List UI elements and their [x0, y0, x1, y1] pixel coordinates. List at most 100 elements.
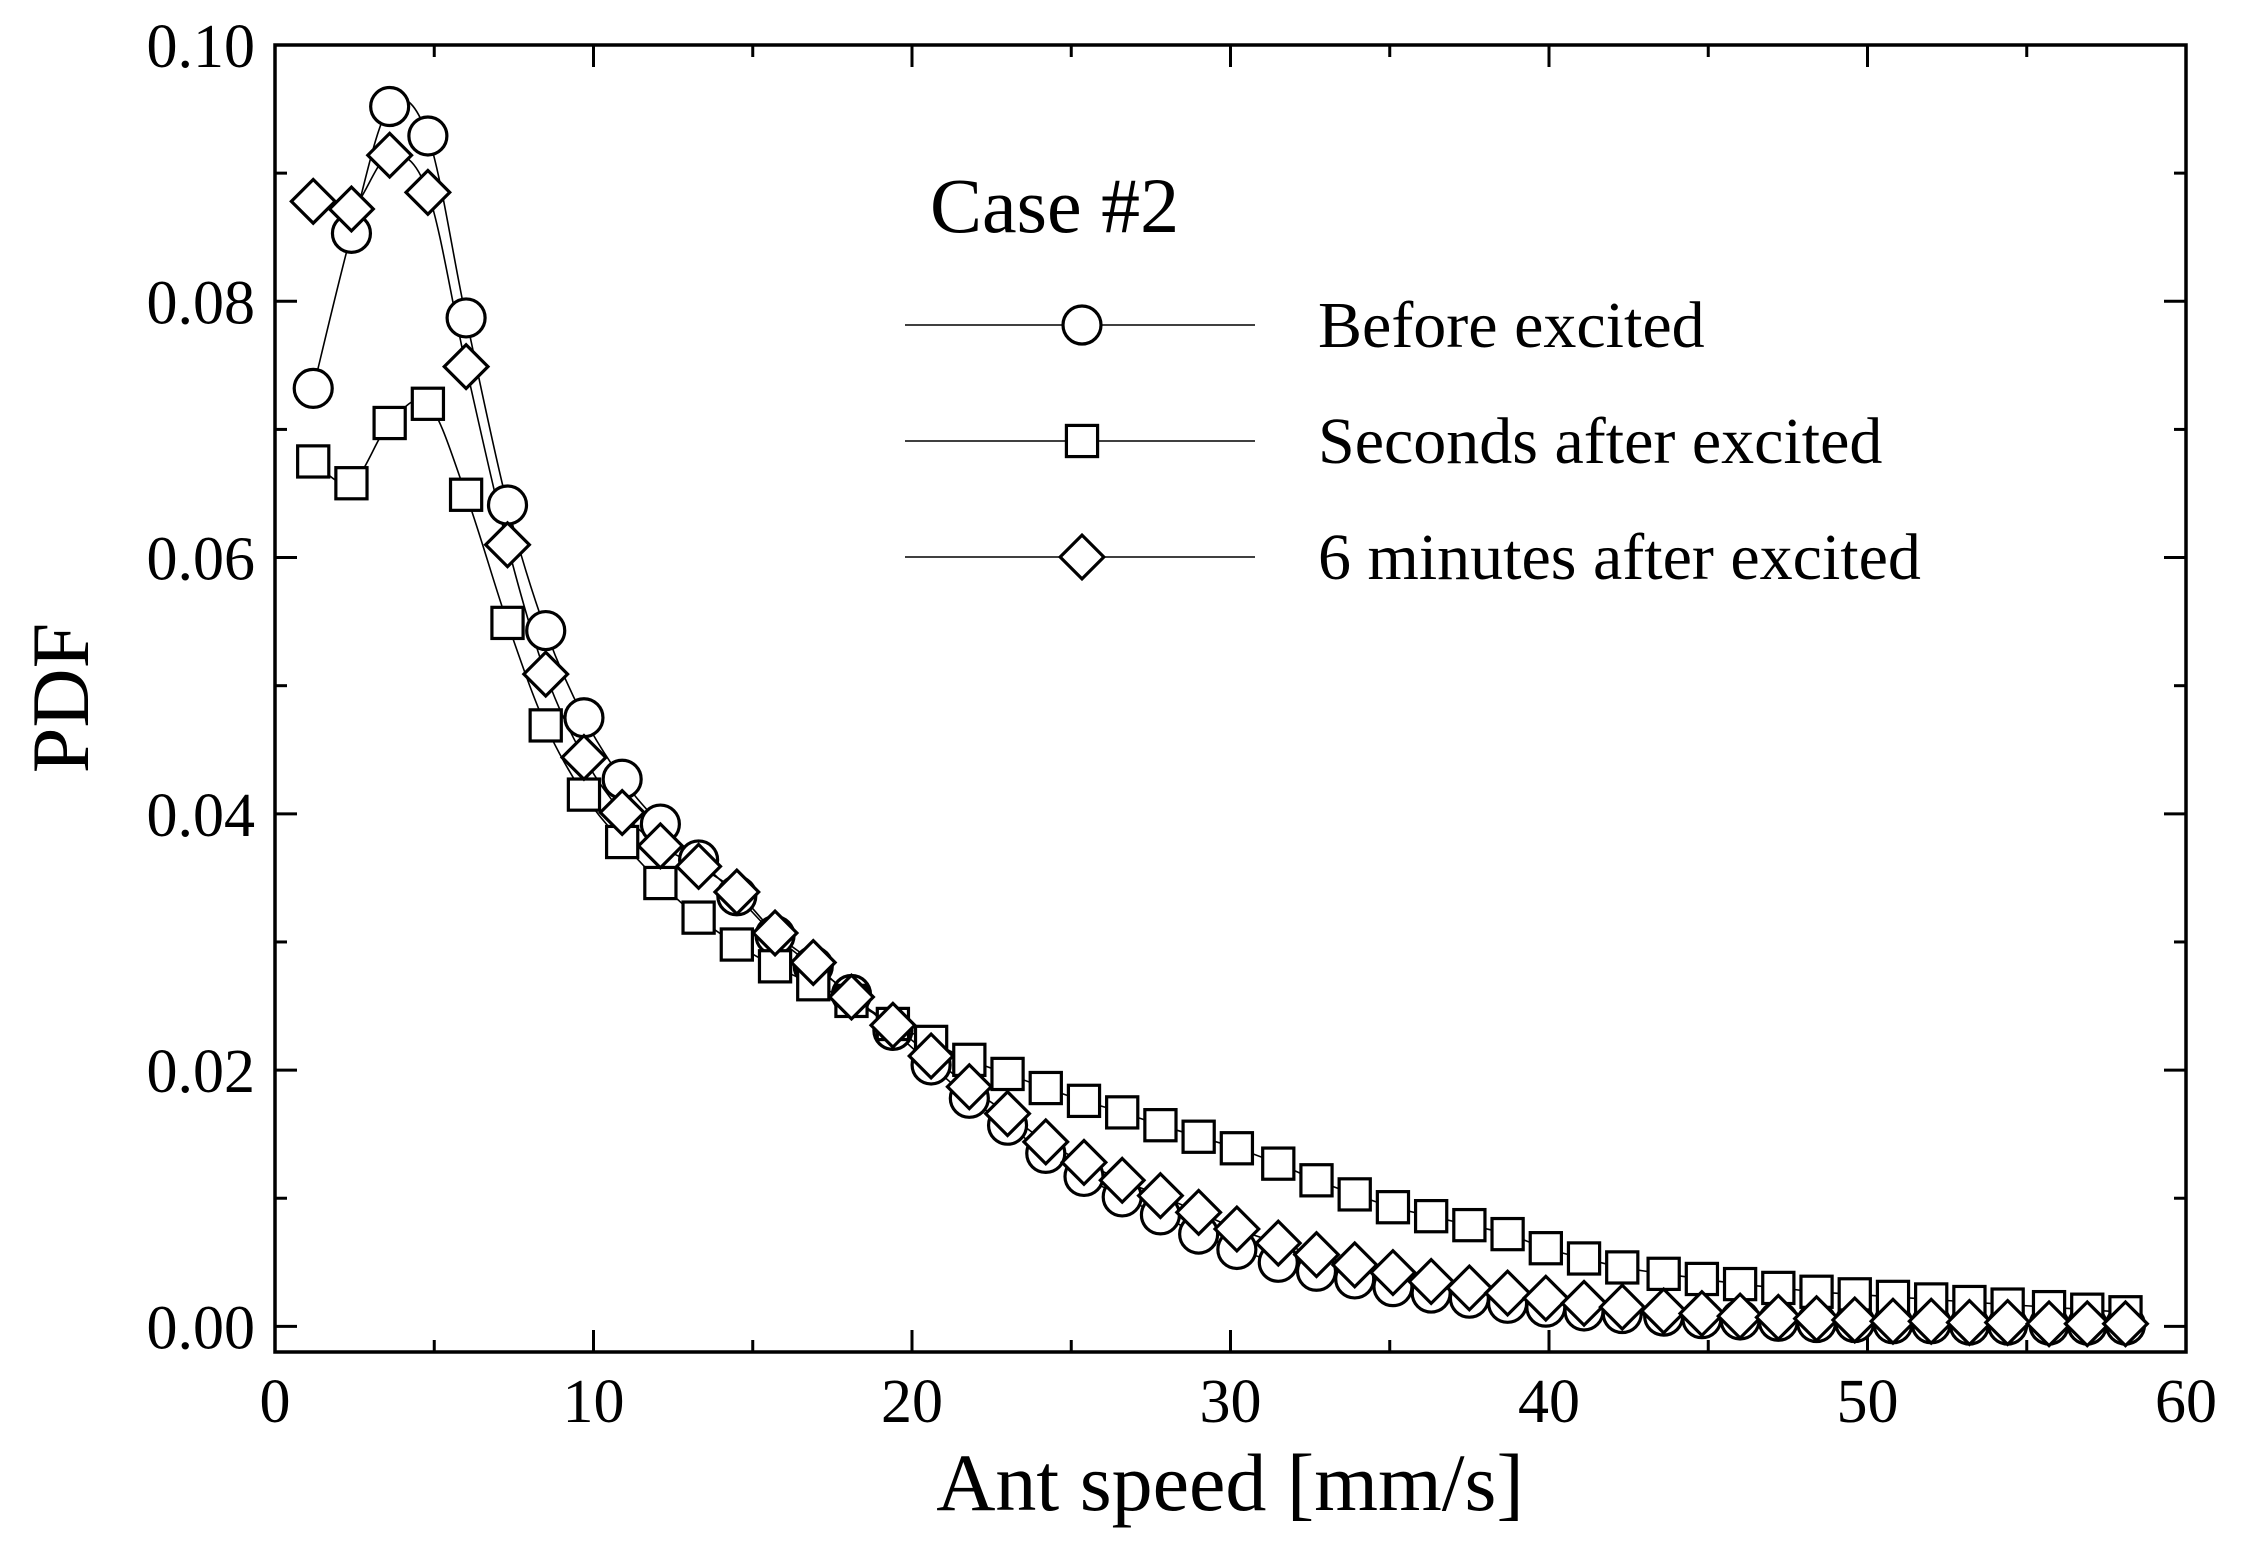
legend-label: 6 minutes after excited	[1318, 521, 1921, 594]
data-point-diamond	[750, 908, 800, 958]
data-point-diamond	[1830, 1295, 1879, 1345]
data-point-diamond	[1483, 1268, 1532, 1318]
data-point-diamond	[1059, 1138, 1109, 1187]
data-point-square	[1528, 1231, 1563, 1266]
data-point-diamond	[1368, 1248, 1418, 1297]
data-point-diamond	[1521, 1274, 1570, 1323]
data-point-diamond	[1715, 1292, 1765, 1341]
data-point-square	[1566, 1241, 1602, 1276]
data-point-circle	[525, 609, 567, 652]
x-axis-title: Ant speed [mm/s]	[936, 1437, 1524, 1528]
y-axis-ticks: 0.00 0.02 0.04 0.06 0.08 0.10	[147, 13, 2186, 1362]
data-point-square	[448, 477, 484, 512]
data-point-diamond	[789, 938, 838, 987]
data-point-diamond	[483, 520, 532, 569]
data-point-diamond	[441, 342, 491, 391]
data-point-square	[1452, 1207, 1487, 1243]
data-point-square	[528, 708, 563, 743]
data-point-circle	[407, 115, 449, 157]
data-point-diamond	[1754, 1293, 1803, 1342]
data-point-diamond	[1212, 1204, 1261, 1254]
legend-marker-circle	[1061, 304, 1103, 346]
legend-item-6-minutes-after-excited: 6 minutes after excited	[905, 521, 1921, 594]
data-point-square	[1375, 1190, 1411, 1225]
data-point-square	[1105, 1095, 1140, 1130]
data-point-diamond	[598, 788, 647, 837]
data-point-square	[643, 865, 678, 901]
series-6-minutes-after-excited	[289, 131, 2150, 1348]
x-tick-label: 60	[2155, 1368, 2217, 1436]
data-point-diamond	[1983, 1298, 2032, 1347]
data-point-diamond	[1292, 1230, 1341, 1279]
data-point-square	[719, 927, 755, 962]
data-point-square	[1066, 1083, 1102, 1119]
data-point-diamond	[2101, 1299, 2150, 1348]
data-point-diamond	[1254, 1218, 1303, 1268]
legend-label: Seconds after excited	[1318, 405, 1882, 478]
data-point-square	[1028, 1070, 1063, 1106]
data-point-diamond	[868, 1001, 918, 1050]
data-point-diamond	[712, 867, 761, 917]
data-point-diamond	[1330, 1240, 1379, 1289]
x-tick-label: 30	[1200, 1368, 1262, 1436]
series-before-excited	[292, 85, 2147, 1346]
data-point-diamond	[1639, 1286, 1688, 1336]
data-point-square	[681, 900, 716, 935]
legend: Case #2 Before excited Seconds after excit…	[905, 162, 1921, 594]
x-tick-label: 0	[260, 1368, 291, 1436]
data-point-diamond	[636, 821, 685, 870]
data-point-diamond	[1677, 1289, 1726, 1338]
data-point-diamond	[674, 842, 723, 891]
data-point-diamond	[906, 1031, 956, 1081]
y-tick-label: 0.04	[147, 782, 256, 850]
data-point-diamond	[1407, 1257, 1456, 1306]
data-point-diamond	[1945, 1298, 1994, 1347]
data-point-diamond	[983, 1089, 1032, 1138]
data-point-square	[1299, 1163, 1334, 1198]
data-point-square	[372, 405, 407, 441]
x-tick-label: 10	[563, 1368, 625, 1436]
data-point-diamond	[1907, 1297, 1956, 1346]
data-point-diamond	[827, 972, 876, 1022]
y-tick-label: 0.02	[147, 1038, 256, 1106]
data-point-diamond	[521, 650, 570, 699]
data-point-circle	[563, 697, 605, 739]
data-point-square	[1337, 1177, 1372, 1212]
data-point-square	[1413, 1198, 1449, 1234]
data-point-square	[990, 1056, 1025, 1092]
data-point-square	[1646, 1256, 1681, 1292]
data-point-diamond	[2024, 1299, 2074, 1348]
data-point-diamond	[1174, 1188, 1223, 1237]
legend-title: Case #2	[930, 162, 1179, 249]
x-tick-label: 40	[1518, 1368, 1580, 1436]
y-tick-label: 0.00	[147, 1294, 256, 1362]
data-point-square	[410, 386, 446, 421]
data-point-circle	[486, 484, 529, 526]
data-point-diamond	[289, 177, 338, 226]
legend-item-before-excited: Before excited	[905, 289, 1705, 362]
data-point-diamond	[365, 131, 414, 180]
data-point-circle	[445, 297, 487, 339]
data-point-square	[1181, 1119, 1216, 1154]
legend-marker-square	[1064, 423, 1100, 459]
data-point-square	[1261, 1146, 1296, 1181]
data-point-diamond	[2063, 1299, 2112, 1348]
legend-marker-diamond	[1057, 532, 1107, 582]
data-point-diamond	[1868, 1297, 1918, 1346]
data-point-square	[1490, 1216, 1525, 1252]
data-point-square	[1143, 1108, 1178, 1143]
data-point-circle	[292, 367, 334, 410]
x-tick-label: 50	[1837, 1368, 1899, 1436]
data-point-square	[1605, 1250, 1640, 1285]
data-point-diamond	[327, 184, 376, 234]
data-point-diamond	[1098, 1156, 1147, 1205]
legend-item-seconds-after-excited: Seconds after excited	[905, 405, 1882, 478]
legend-label: Before excited	[1318, 289, 1705, 362]
data-point-diamond	[1136, 1171, 1185, 1220]
x-axis-ticks: 0 10 20 30 40 50 60	[260, 45, 2217, 1436]
data-point-diamond	[1559, 1279, 1609, 1328]
data-point-square	[296, 444, 331, 479]
data-point-diamond	[403, 168, 452, 217]
data-point-square	[566, 777, 602, 812]
series-group	[289, 85, 2150, 1348]
